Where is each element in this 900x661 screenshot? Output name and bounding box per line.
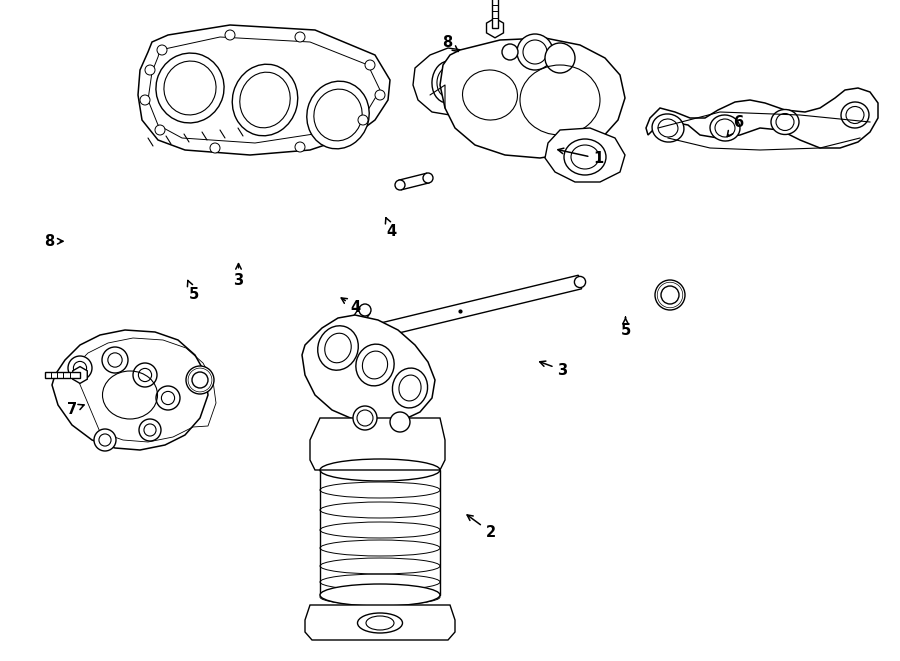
Ellipse shape: [156, 53, 224, 123]
Circle shape: [353, 406, 377, 430]
Polygon shape: [440, 38, 625, 158]
Circle shape: [210, 143, 220, 153]
Text: 3: 3: [540, 361, 568, 377]
Polygon shape: [310, 418, 445, 470]
Circle shape: [517, 34, 553, 70]
Ellipse shape: [357, 613, 402, 633]
Circle shape: [574, 276, 586, 288]
Circle shape: [502, 44, 518, 60]
Text: 1: 1: [558, 148, 604, 166]
Circle shape: [661, 286, 679, 304]
Circle shape: [423, 173, 433, 183]
Circle shape: [155, 125, 165, 135]
Polygon shape: [492, 0, 498, 28]
Circle shape: [140, 95, 150, 105]
Ellipse shape: [392, 368, 427, 408]
Circle shape: [186, 366, 214, 394]
Ellipse shape: [463, 70, 518, 120]
Circle shape: [139, 419, 161, 441]
Ellipse shape: [307, 81, 369, 149]
Polygon shape: [45, 372, 80, 378]
Polygon shape: [646, 88, 878, 148]
Circle shape: [545, 43, 575, 73]
Ellipse shape: [232, 64, 298, 136]
Circle shape: [655, 280, 685, 310]
Ellipse shape: [356, 344, 394, 386]
Circle shape: [145, 65, 155, 75]
Polygon shape: [138, 25, 390, 155]
Text: 4: 4: [385, 217, 397, 239]
Circle shape: [358, 115, 368, 125]
Text: 3: 3: [233, 264, 244, 288]
Text: 5: 5: [620, 317, 631, 338]
Circle shape: [133, 363, 157, 387]
Polygon shape: [413, 48, 480, 115]
Circle shape: [94, 429, 116, 451]
Text: 5: 5: [187, 280, 199, 301]
Ellipse shape: [320, 584, 440, 606]
Ellipse shape: [432, 61, 464, 103]
Text: 2: 2: [467, 515, 496, 539]
Polygon shape: [302, 315, 435, 424]
Circle shape: [295, 142, 305, 152]
Polygon shape: [487, 19, 503, 38]
Circle shape: [359, 304, 371, 316]
Ellipse shape: [710, 115, 740, 141]
Polygon shape: [338, 275, 581, 347]
Ellipse shape: [318, 326, 358, 370]
Circle shape: [390, 412, 410, 432]
Circle shape: [225, 30, 235, 40]
Ellipse shape: [652, 114, 684, 142]
Circle shape: [395, 180, 405, 190]
Circle shape: [156, 386, 180, 410]
Polygon shape: [73, 367, 87, 383]
Circle shape: [295, 32, 305, 42]
Circle shape: [365, 60, 375, 70]
Polygon shape: [399, 173, 429, 190]
Polygon shape: [343, 307, 370, 338]
Text: 4: 4: [341, 298, 361, 315]
Circle shape: [192, 372, 208, 388]
Text: 6: 6: [727, 115, 743, 137]
Polygon shape: [545, 128, 625, 182]
Circle shape: [342, 329, 354, 341]
Circle shape: [68, 356, 92, 380]
Circle shape: [102, 347, 128, 373]
Circle shape: [335, 334, 346, 346]
Ellipse shape: [564, 139, 606, 175]
Ellipse shape: [771, 110, 799, 134]
Polygon shape: [305, 605, 455, 640]
Text: 8: 8: [442, 36, 458, 52]
Text: 8: 8: [44, 234, 63, 249]
Circle shape: [375, 90, 385, 100]
Circle shape: [157, 45, 167, 55]
Ellipse shape: [841, 102, 869, 128]
Text: 7: 7: [67, 403, 84, 417]
Polygon shape: [52, 330, 208, 450]
